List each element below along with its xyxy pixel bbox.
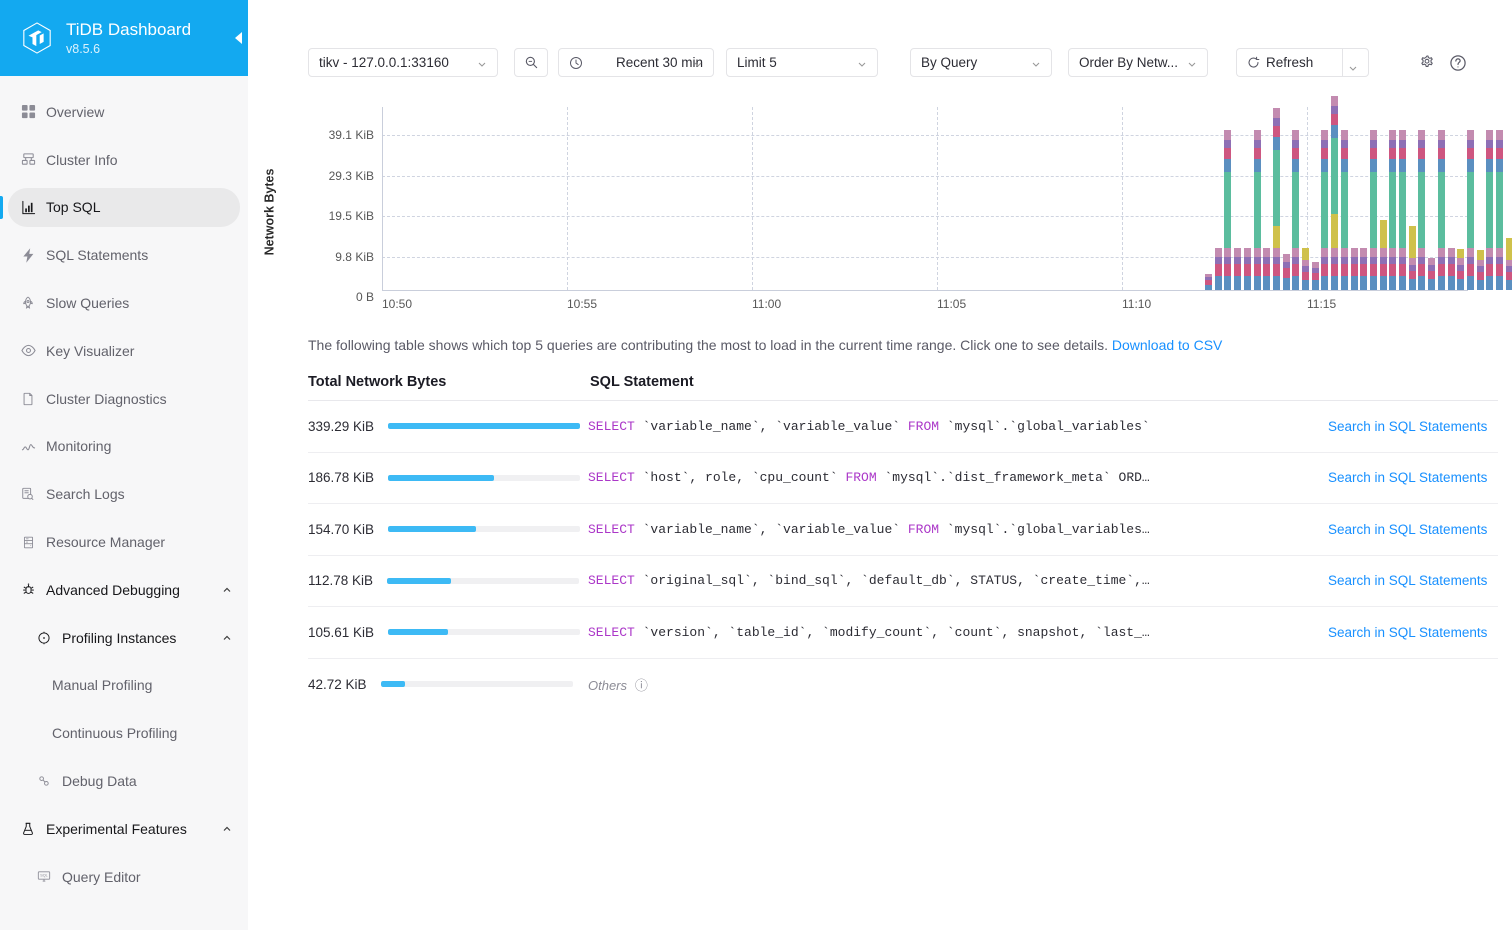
svg-text:SQL: SQL	[40, 873, 48, 877]
